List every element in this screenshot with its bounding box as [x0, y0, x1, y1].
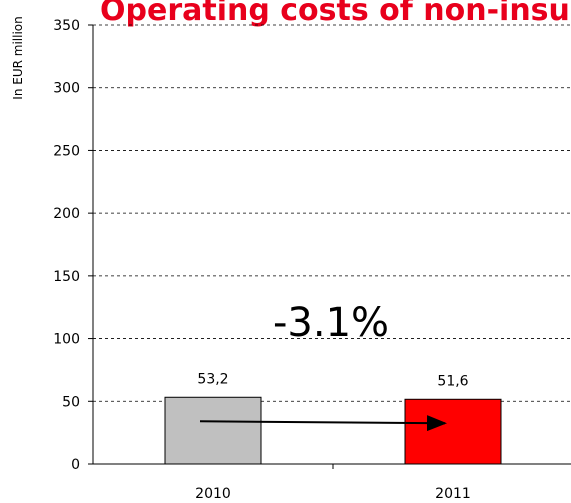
y-axis-label: In EUR million	[11, 16, 25, 99]
y-tick-label: 50	[62, 394, 80, 410]
bar	[404, 398, 502, 465]
y-tick-label: 250	[53, 143, 80, 159]
trend-arrow	[199, 415, 447, 432]
y-tick-label: 150	[53, 269, 80, 285]
y-tick-label: 350	[53, 18, 80, 34]
data-label: 53,2	[197, 371, 228, 387]
annotation: -3.1%	[273, 300, 389, 346]
y-tick-label: 300	[53, 81, 80, 97]
y-tick-label: 100	[53, 332, 80, 348]
bar	[164, 396, 262, 465]
chart-title: Operating costs of non-insurance	[100, 0, 571, 28]
data-label: 51,6	[437, 373, 468, 389]
x-tick-label: 2011	[435, 486, 471, 502]
y-tick-label: 200	[53, 206, 80, 222]
x-tick-label: 2010	[195, 486, 231, 502]
y-tick-label: 0	[71, 457, 80, 473]
